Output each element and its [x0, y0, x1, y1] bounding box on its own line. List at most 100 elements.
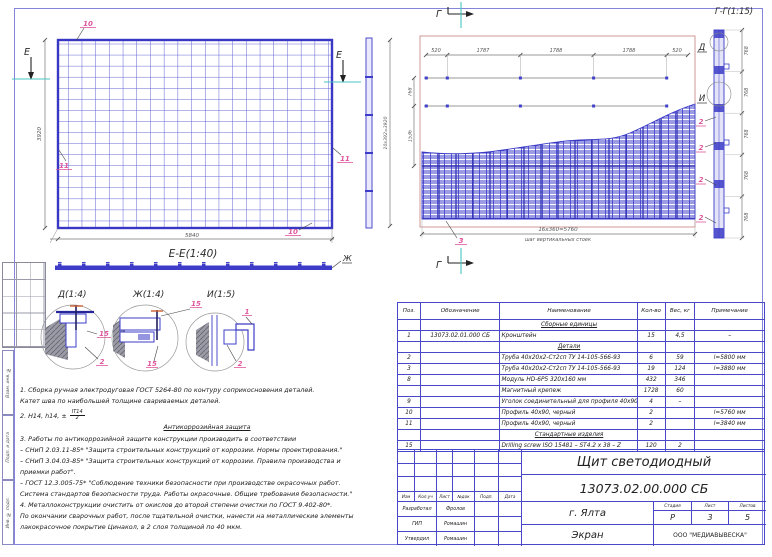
- dim-top-520b: 520: [672, 48, 682, 54]
- city-cell: г. Ялта: [521, 501, 653, 524]
- revision-grid: [2, 262, 46, 348]
- front-view-svg: 5840 3920 Е Е 10 11 11 10: [12, 20, 393, 372]
- bom-header-qty: Кол-во: [636, 303, 665, 319]
- dim-top-1787: 1787: [477, 48, 491, 54]
- notes-heading: Антикоррозийная защита: [163, 423, 251, 431]
- table-row: Детали: [398, 341, 764, 352]
- product-name: Щит светодиодный: [521, 450, 766, 474]
- gg-dim-768-5: 768: [744, 213, 750, 222]
- callout-10-top: 10: [83, 20, 93, 28]
- bom-header-weight: Вес, кг: [664, 303, 695, 319]
- signature-role: Утвердил: [398, 531, 436, 546]
- margin-field-label: Инв. № подл.: [5, 496, 11, 529]
- table-row: 10 Профиль 40х90, черный 2 l=5760 мм: [398, 407, 764, 418]
- bom-subheader: Сборные единицы: [499, 320, 636, 330]
- section-letter-e-left: Е: [24, 47, 30, 58]
- dim-bottom-caption: шаг вертикальных стоек: [525, 237, 591, 243]
- section-letter-e-right: Е: [336, 50, 342, 61]
- gg-dim-768-4: 768: [744, 171, 750, 180]
- dim-top-520a: 520: [431, 48, 441, 54]
- tolerance-fraction: IT14 2: [69, 409, 85, 422]
- table-row: 9 Уголок соединительный для профиля 40х9…: [398, 396, 764, 407]
- detail-zh-callout-15a: 15: [191, 300, 201, 308]
- margin-field-podp: Подп. и дата: [2, 415, 14, 480]
- bom-header-name: Наименование: [499, 303, 636, 319]
- stage-label: Стадия: [653, 501, 691, 510]
- detail-zh-circle: [111, 304, 179, 372]
- bom-header-note: Примечание: [694, 303, 764, 319]
- note-tolerance: 2. H14, h14, ± IT14 2: [20, 408, 394, 423]
- gg-ext-lines: [724, 29, 744, 239]
- margin-field-label: Подп. и дата: [5, 432, 11, 463]
- section-letter-g-bottom: Г: [436, 260, 442, 271]
- gg-callout-2b: 2: [699, 144, 704, 152]
- side-strip-view: [365, 37, 373, 229]
- rev-header-dok: №док: [452, 491, 474, 501]
- table-row: Стандартные изделия: [398, 429, 764, 440]
- gg-dim-768-3: 768: [744, 129, 750, 138]
- callout-10-bottom: 10: [288, 228, 298, 236]
- fraction-denominator: 2: [75, 415, 79, 421]
- ee-bar-studs: [55, 262, 332, 266]
- note-line: По окончании сварочных работ, после тщат…: [20, 512, 354, 520]
- table-row: 2 Труба 40х20х2-Ст2сп ТУ 14-105-566-93 6…: [398, 352, 764, 363]
- section-gg-label: Г-Г(1:15): [715, 7, 753, 17]
- stage-value: Р: [653, 510, 691, 524]
- title-block: Изм Кол.уч Лист №док Подп. Дата Разработ…: [397, 449, 766, 546]
- detail-i-callout-1: 1: [245, 308, 250, 316]
- signature-name: Ромашин: [436, 516, 474, 531]
- detail-i-callout-2: 2: [238, 360, 243, 368]
- rev-header-izm: Изм: [398, 491, 414, 501]
- sheet-label: Лист: [691, 501, 728, 510]
- detail-i-hatch: [196, 322, 209, 362]
- detail-i-bracket: [235, 323, 255, 351]
- detail-d-callout-15: 15: [99, 330, 109, 338]
- dim-top-1788b: 1788: [623, 48, 636, 54]
- detail-zh-callout-15b: 15: [147, 360, 157, 368]
- dim-left-768: 768: [408, 87, 414, 96]
- detail-d-callout-2: 2: [100, 358, 105, 366]
- signature-role: Разработал: [398, 501, 436, 516]
- rev-header-podp: Подп.: [474, 491, 498, 501]
- table-row: 11 Профиль 40х90, черный 2 l=3840 мм: [398, 418, 764, 429]
- gg-callout-2a: 2: [699, 118, 704, 126]
- note-line: – ГОСТ 12.3.005-75* "Соблюдение техники …: [20, 479, 341, 487]
- gg-label-d: Д: [698, 43, 706, 53]
- margin-field-vzam: Взам. инв. №: [2, 350, 14, 415]
- ee-bar: [55, 265, 332, 270]
- table-row: 8 Модуль HD-6P5 320х160 мм 432 346: [398, 374, 764, 385]
- doc-number: 13073.02.00.000 СБ: [521, 474, 766, 501]
- note-line: 3. Работы по антикоррозийной защите конс…: [20, 435, 297, 443]
- front-grid-panel: [56, 38, 334, 230]
- gg-dim-768-1: 768: [744, 46, 750, 55]
- detail-i-label: И(1:5): [207, 290, 235, 300]
- dim-left-1536: 1536: [408, 130, 414, 142]
- gg-callout-2d: 2: [699, 214, 704, 222]
- section-arrow-g-top: [466, 11, 474, 17]
- callout-11-right: 11: [340, 155, 350, 163]
- gg-label-i: И: [699, 94, 706, 104]
- gg-bar-segments: [714, 30, 724, 238]
- rail-fixings: [424, 76, 669, 108]
- section-letter-g-top: Г: [436, 9, 442, 20]
- callout-zh: Ж: [342, 254, 352, 263]
- sheet-value: 3: [691, 510, 728, 524]
- table-row: Сборные единицы: [398, 319, 764, 330]
- dim-top-1788a: 1788: [550, 48, 563, 54]
- detail-i-circle: [185, 312, 245, 372]
- bom-header-pos: Поз.: [402, 308, 416, 314]
- note-line: Система стандартов безопасности труда. Р…: [20, 490, 353, 498]
- note-line: Катет шва по наибольшей толщине сваривае…: [20, 397, 221, 405]
- gg-detail-circle-d: [709, 32, 729, 52]
- dim-width-label: 5840: [185, 233, 199, 239]
- margin-field-inv: Инв. № подл.: [2, 480, 14, 545]
- gg-callout-2c: 2: [699, 176, 704, 184]
- company-cell: ООО "МЕДИАВЫВЕСКА": [653, 524, 766, 546]
- section-arrow-e-right: [340, 75, 346, 83]
- signature-name: Фролов: [436, 501, 474, 516]
- table-row: Магнитный крепеж 1728 60: [398, 385, 764, 396]
- note-line: лакокрасочное покрытие Цинакол, в 2 слоя…: [20, 523, 243, 531]
- gg-dim-768-2: 768: [744, 88, 750, 97]
- dim-height-label: 3920: [37, 127, 43, 141]
